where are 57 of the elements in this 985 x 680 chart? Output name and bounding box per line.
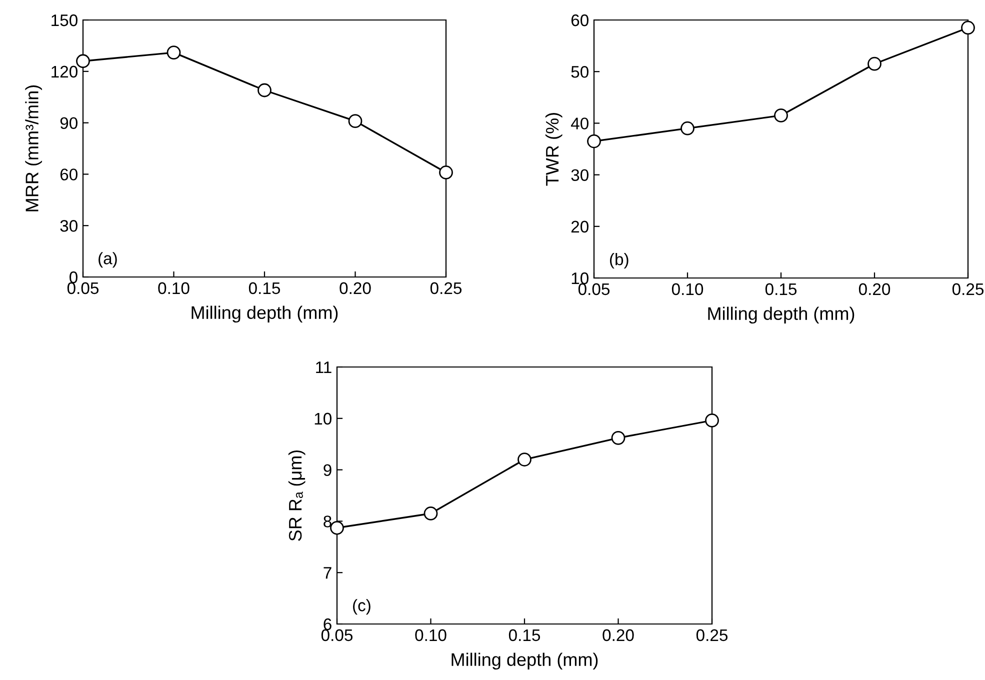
- y-tick-label: 30: [60, 220, 78, 232]
- y-axis-title: MRR (mm³/min): [25, 85, 42, 212]
- point: [518, 452, 532, 466]
- x-axis-title: Milling depth (mm): [192, 306, 338, 323]
- y-axis-title: TWR (%): [545, 113, 562, 186]
- x-tick-label: 0.05: [321, 629, 353, 642]
- x-axis-title: Milling depth (mm): [452, 652, 598, 670]
- x-tick-label: 0.10: [672, 283, 704, 296]
- x-tick-label: 0.20: [340, 282, 371, 294]
- x-tick-label: 0.15: [248, 282, 280, 294]
- y-tick-label: 20: [571, 220, 588, 233]
- x-axis-title: Milling depth (mm): [708, 306, 854, 324]
- point: [258, 83, 272, 98]
- y-tick-label: 50: [571, 66, 588, 78]
- y-tick-label: 10: [572, 272, 588, 284]
- x-tick-label: 0.10: [415, 629, 446, 642]
- y-axis-title: SR Rₐ (μm): [288, 450, 306, 541]
- annotation: (a): [98, 252, 117, 268]
- x-tick-label: 0.20: [858, 283, 890, 296]
- point: [424, 506, 438, 520]
- y-tick-label: 9: [324, 464, 332, 476]
- y-tick-label: 11: [316, 362, 332, 374]
- point: [166, 46, 181, 60]
- x-tick-label: 0.05: [578, 283, 610, 296]
- x-tick-label: 0.25: [430, 282, 462, 294]
- point: [439, 166, 453, 180]
- y-tick-label: 90: [60, 117, 78, 130]
- point: [961, 20, 975, 35]
- point: [76, 54, 90, 68]
- y-tick-label: 120: [52, 66, 78, 78]
- point: [330, 520, 344, 535]
- point: [705, 414, 719, 428]
- x-tick-label: 0.10: [158, 282, 190, 294]
- y-tick-label: 60: [60, 168, 78, 180]
- y-tick-label: 40: [570, 118, 588, 130]
- x-tick-label: 0.20: [602, 629, 634, 642]
- point: [680, 121, 694, 136]
- x-tick-label: 0.05: [67, 282, 99, 294]
- y-tick-label: 10: [314, 412, 332, 425]
- point: [587, 134, 601, 148]
- y-tick-label: 6: [324, 618, 332, 630]
- y-tick-label: 0: [70, 271, 78, 284]
- x-tick-label: 0.15: [508, 629, 540, 642]
- annotation: (c): [353, 599, 370, 615]
- point: [868, 56, 882, 71]
- y-tick-label: 7: [324, 567, 332, 579]
- point: [774, 108, 788, 122]
- y-tick-label: 150: [52, 14, 78, 26]
- point: [348, 114, 362, 128]
- x-tick-label: 0.25: [952, 283, 984, 296]
- x-tick-label: 0.25: [696, 629, 728, 642]
- y-tick-label: 60: [571, 14, 588, 26]
- point: [611, 430, 626, 445]
- y-tick-label: 30: [571, 169, 588, 182]
- x-tick-label: 0.15: [765, 283, 797, 296]
- annotation: (b): [610, 253, 628, 269]
- y-tick-label: 8: [324, 516, 332, 528]
